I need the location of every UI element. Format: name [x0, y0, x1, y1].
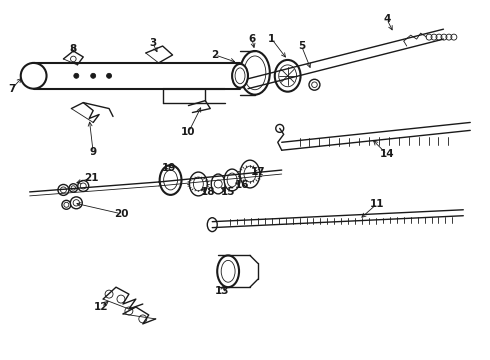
Circle shape — [71, 56, 76, 62]
Circle shape — [91, 73, 96, 78]
Circle shape — [71, 197, 82, 209]
Ellipse shape — [240, 51, 270, 95]
Ellipse shape — [279, 65, 296, 87]
Ellipse shape — [240, 160, 260, 188]
Circle shape — [125, 307, 133, 315]
Circle shape — [60, 187, 66, 193]
Ellipse shape — [217, 255, 239, 287]
Text: 20: 20 — [114, 209, 128, 219]
Circle shape — [58, 184, 69, 195]
Ellipse shape — [244, 166, 256, 182]
Ellipse shape — [194, 177, 203, 191]
Ellipse shape — [232, 64, 248, 88]
Text: 11: 11 — [370, 199, 384, 209]
Ellipse shape — [275, 60, 300, 92]
Text: 13: 13 — [215, 286, 229, 296]
Ellipse shape — [190, 172, 207, 196]
Ellipse shape — [164, 170, 177, 190]
Text: 7: 7 — [8, 84, 16, 94]
Circle shape — [64, 202, 69, 207]
Circle shape — [21, 63, 47, 89]
Circle shape — [312, 82, 317, 87]
Text: 18: 18 — [201, 187, 216, 197]
Text: 10: 10 — [181, 127, 196, 138]
Ellipse shape — [221, 260, 235, 282]
Ellipse shape — [211, 174, 225, 194]
Ellipse shape — [244, 56, 266, 90]
Circle shape — [71, 186, 75, 190]
Circle shape — [74, 73, 79, 78]
Circle shape — [117, 295, 125, 303]
Text: 4: 4 — [383, 14, 391, 24]
Text: 14: 14 — [380, 149, 394, 159]
Text: 21: 21 — [84, 173, 98, 183]
Circle shape — [78, 180, 89, 192]
Text: 3: 3 — [149, 38, 156, 48]
Ellipse shape — [227, 173, 237, 187]
Circle shape — [276, 125, 284, 132]
Text: 2: 2 — [212, 50, 219, 60]
Text: 19: 19 — [161, 163, 176, 173]
Ellipse shape — [224, 169, 240, 191]
Circle shape — [214, 180, 222, 188]
Text: 1: 1 — [268, 34, 275, 44]
Circle shape — [309, 79, 320, 90]
Circle shape — [73, 200, 79, 206]
Circle shape — [139, 315, 147, 323]
Text: 5: 5 — [298, 41, 305, 51]
Circle shape — [69, 184, 77, 192]
Text: 6: 6 — [248, 34, 256, 44]
Text: 16: 16 — [235, 180, 249, 190]
Circle shape — [105, 290, 113, 298]
Ellipse shape — [207, 218, 217, 231]
Circle shape — [62, 201, 71, 209]
Ellipse shape — [160, 165, 181, 195]
Circle shape — [80, 183, 86, 189]
Ellipse shape — [235, 68, 245, 84]
Text: 9: 9 — [90, 147, 97, 157]
Text: 12: 12 — [94, 302, 108, 312]
Text: 15: 15 — [221, 187, 235, 197]
Text: 17: 17 — [250, 167, 265, 177]
Text: 8: 8 — [70, 44, 77, 54]
Circle shape — [107, 73, 112, 78]
